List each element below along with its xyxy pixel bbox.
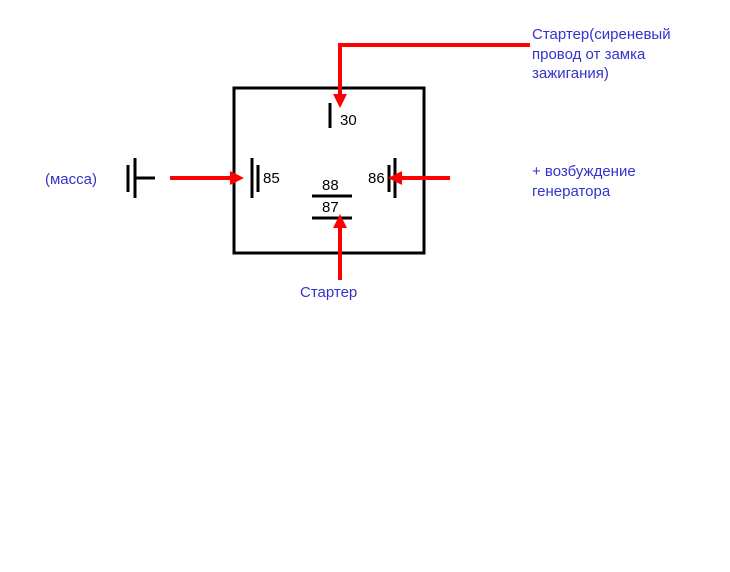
diagram-svg <box>0 0 730 572</box>
pin-label-85: 85 <box>263 170 280 187</box>
pin-label-87: 87 <box>322 199 339 216</box>
pin-label-30: 30 <box>340 112 357 129</box>
pin-label-88: 88 <box>322 177 339 194</box>
arrow-left <box>230 171 244 185</box>
label-bottom: Стартер <box>300 283 357 303</box>
arrow-top <box>333 94 347 108</box>
label-top-right: Стартер(сиреневый провод от замка зажига… <box>532 25 671 84</box>
label-left: (масса) <box>45 170 97 190</box>
label-right: + возбуждение генератора <box>532 162 636 201</box>
pin-label-86: 86 <box>368 170 385 187</box>
arrow-bottom <box>333 214 347 228</box>
